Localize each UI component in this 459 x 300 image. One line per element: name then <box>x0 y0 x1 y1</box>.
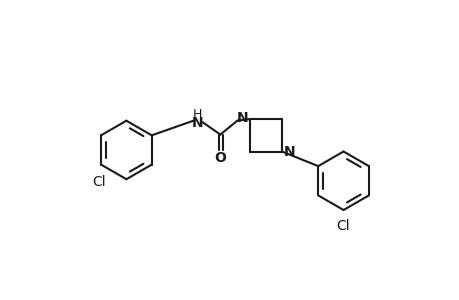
Text: N: N <box>191 116 202 130</box>
Text: O: O <box>214 151 226 165</box>
Text: N: N <box>283 145 295 159</box>
Text: N: N <box>236 111 247 125</box>
Text: H: H <box>192 108 202 121</box>
Text: Cl: Cl <box>93 176 106 189</box>
Text: Cl: Cl <box>336 219 350 233</box>
